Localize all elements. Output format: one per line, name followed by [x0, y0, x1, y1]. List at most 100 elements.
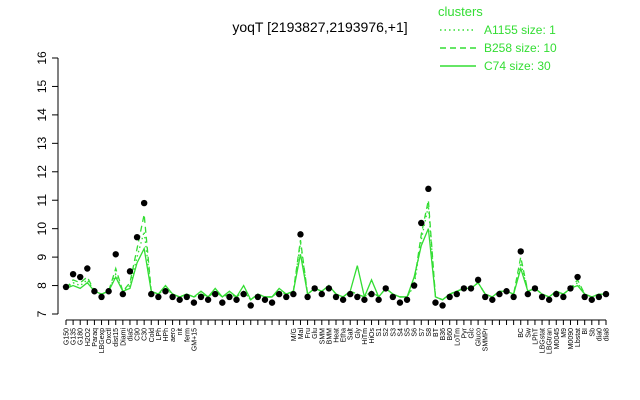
x-tick-label: Sw: [525, 327, 532, 338]
x-tick-label: dia8: [604, 328, 611, 341]
data-point: [368, 290, 375, 298]
series-line: [65, 200, 606, 301]
x-tick-label: Gly: [355, 328, 362, 339]
x-tick-label: BMM: [326, 328, 333, 345]
x-tick-label: Mal: [298, 328, 305, 340]
x-tick-label: Oxctl: [106, 328, 113, 344]
x-tick-label: Heat: [334, 328, 341, 343]
data-point: [503, 288, 510, 295]
x-tick-label: H2O2: [85, 328, 92, 346]
data-point: [275, 290, 283, 298]
x-tick-label: S2: [383, 328, 390, 337]
x-tick-label: LPhT: [532, 327, 539, 344]
x-tick-label: HiTm: [362, 328, 369, 345]
x-tick-label: SMMPr: [483, 327, 490, 351]
x-tick-label: Salt: [348, 328, 355, 340]
x-tick-label: Diami: [120, 328, 127, 346]
x-tick-label: HiOs: [369, 328, 376, 344]
data-point: [325, 285, 333, 292]
y-tick-label: 15: [35, 79, 49, 93]
data-point: [318, 290, 325, 298]
data-point: [105, 288, 112, 295]
data-point: [574, 273, 581, 281]
data-point: [169, 293, 176, 301]
data-point: [91, 288, 98, 295]
data-point: [311, 285, 318, 292]
data-point: [212, 290, 219, 298]
data-point: [268, 299, 276, 306]
data-point: [382, 285, 389, 292]
x-tick-label: Fru: [305, 328, 312, 339]
data-point: [197, 293, 205, 301]
x-tick-label: ferm: [184, 328, 191, 342]
data-point: [247, 302, 254, 309]
y-tick-label: 13: [35, 136, 49, 150]
data-point: [553, 290, 560, 298]
x-tick-label: B60: [447, 328, 454, 341]
x-tick-label: S3: [390, 328, 397, 337]
x-tick-label: Glu: [312, 328, 319, 339]
x-tick-label: Pyr: [461, 327, 468, 338]
data-point: [155, 293, 162, 301]
data-point: [453, 290, 460, 298]
data-point: [418, 219, 425, 227]
x-tick-label: S7: [419, 328, 426, 337]
data-point: [304, 293, 311, 301]
data-point: [226, 293, 233, 301]
data-point: [126, 268, 134, 275]
x-tick-label: SMM: [319, 328, 326, 345]
x-tick-label: Etha: [341, 328, 348, 343]
data-point: [524, 290, 532, 298]
data-point: [403, 296, 411, 303]
data-point: [467, 285, 475, 292]
data-point: [283, 293, 290, 301]
x-tick-label: BC: [518, 328, 525, 338]
y-tick-label: 12: [35, 165, 49, 179]
data-point: [77, 273, 84, 281]
data-point: [339, 296, 347, 303]
data-point: [567, 285, 574, 292]
y-tick-label: 7: [35, 310, 49, 317]
x-tick-label: dist15: [113, 328, 120, 347]
x-tick-label: M9: [561, 328, 568, 338]
data-point: [140, 199, 148, 207]
x-tick-label: nit: [177, 328, 184, 335]
data-point: [446, 293, 453, 301]
x-tick-label: G135: [71, 328, 78, 345]
legend-label: C74 size: 30: [484, 59, 551, 73]
x-tick-label: HPh: [163, 328, 170, 342]
data-point: [460, 285, 468, 292]
x-tick-label: G150: [64, 328, 71, 345]
data-point: [233, 296, 240, 303]
x-tick-label: GM+15: [191, 328, 198, 351]
y-tick-label: 10: [35, 222, 49, 236]
x-tick-label: BI: [582, 328, 589, 335]
data-point: [531, 285, 539, 292]
x-tick-label: LBGstat: [540, 328, 547, 353]
x-tick-label: dia0: [596, 328, 603, 341]
data-point: [290, 290, 297, 298]
x-tick-label: Lbstat: [575, 328, 582, 347]
x-tick-label: B36: [440, 328, 447, 341]
x-tick-label: C30: [142, 328, 149, 341]
data-point: [190, 299, 198, 306]
data-point: [595, 293, 603, 301]
data-point: [510, 293, 517, 301]
data-point: [254, 293, 262, 301]
data-point: [332, 293, 340, 301]
x-tick-label: LBGtran: [547, 328, 554, 354]
x-tick-label: aero: [170, 328, 177, 342]
x-tick-label: S8: [426, 328, 433, 337]
data-point: [297, 231, 304, 238]
legend-title: clusters: [438, 4, 483, 19]
x-tick-label: LPh: [156, 328, 163, 341]
data-point: [588, 296, 595, 303]
data-point: [538, 293, 546, 301]
y-tick-label: 11: [35, 194, 49, 207]
chart-title: yoqT [2193827,2193976,+1]: [232, 19, 407, 35]
x-tick-label: S6: [412, 328, 419, 337]
data-point: [517, 248, 524, 255]
x-tick-label: M/G: [291, 328, 298, 341]
data-point: [62, 283, 70, 291]
